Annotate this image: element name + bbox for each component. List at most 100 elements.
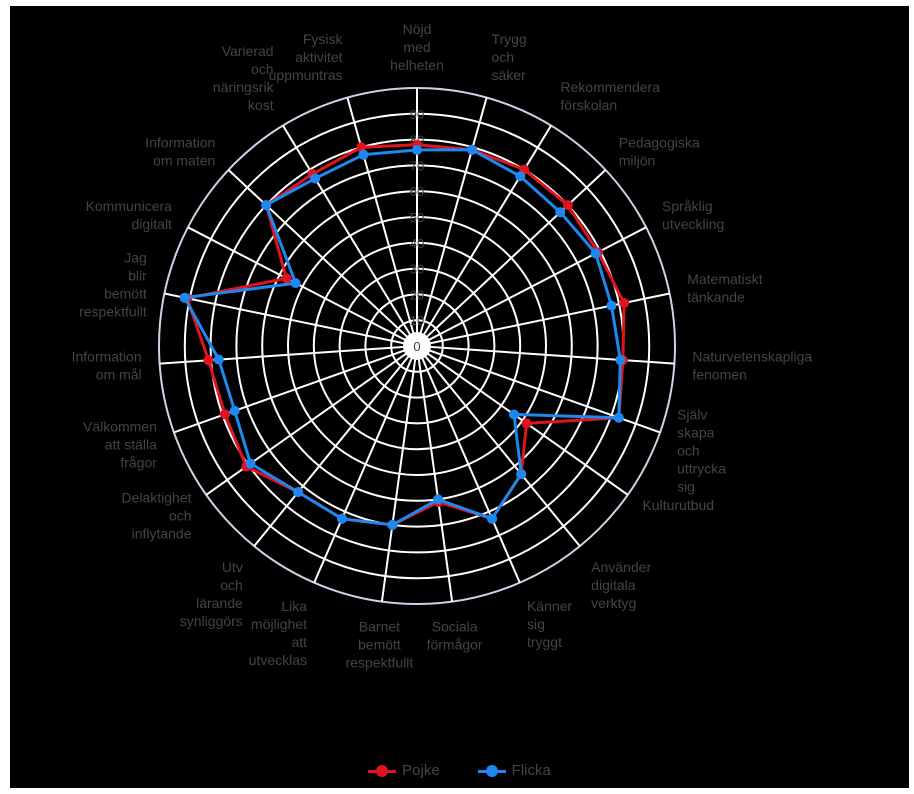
- point-flicka-2[interactable]: [515, 171, 526, 182]
- axis-label-21: Varierad och näringsrik kost: [213, 43, 275, 113]
- axis-label-7-line-3: uttrycka: [677, 460, 726, 476]
- axis-label-3-line-0: Pedagogiska: [619, 134, 700, 150]
- axis-label-16: Välkommen att ställa frågor: [83, 418, 157, 470]
- point-flicka-1[interactable]: [466, 144, 477, 155]
- axis-label-13: Lika möjlighet att utvecklas: [249, 598, 308, 668]
- point-flicka-16[interactable]: [229, 405, 240, 416]
- axis-label-20: Information om maten: [145, 134, 215, 168]
- legend-label-flicka: Flicka: [511, 762, 551, 779]
- point-flicka-7[interactable]: [613, 412, 624, 423]
- point-pojke-3[interactable]: [562, 200, 573, 211]
- axis-label-11: Sociala förmågor: [427, 618, 483, 652]
- axis-label-19-line-1: digitalt: [131, 216, 172, 232]
- axis-label-9-line-0: Använder: [591, 559, 651, 575]
- point-pojke-17[interactable]: [203, 355, 214, 366]
- axis-label-13-line-1: möjlighet: [251, 616, 307, 632]
- point-flicka-15[interactable]: [245, 458, 256, 469]
- point-flicka-4[interactable]: [590, 248, 601, 259]
- point-flicka-22[interactable]: [358, 149, 369, 160]
- point-pojke-16[interactable]: [219, 409, 230, 420]
- axis-label-20-line-0: Information: [145, 134, 215, 150]
- point-pojke-8[interactable]: [521, 418, 532, 429]
- chart-frame: 0102030405060708090 NöjdmedhelhetenTrygg…: [10, 6, 909, 788]
- axis-label-11-line-1: förmågor: [427, 636, 483, 652]
- axis-label-7: Själv skapa och uttrycka sig: [677, 406, 726, 494]
- grid-spoke-21: [282, 125, 418, 347]
- grid-spoke-20: [227, 169, 418, 347]
- axis-label-1-line-2: säker: [491, 67, 526, 83]
- axis-label-22-line-2: uppmuntras: [269, 67, 343, 83]
- axis-label-10-line-1: sig: [527, 616, 545, 632]
- axis-label-9: Använder digitala verktyg: [591, 559, 651, 611]
- axis-label-7-line-4: sig: [677, 478, 695, 494]
- point-flicka-12[interactable]: [387, 519, 398, 530]
- point-flicka-3[interactable]: [555, 207, 566, 218]
- axis-label-7-line-1: skapa: [677, 424, 715, 440]
- radial-tick-labels: 0102030405060708090: [410, 107, 424, 354]
- axis-label-2-line-1: förskolan: [560, 97, 617, 113]
- axis-label-18-line-2: bemött: [104, 285, 147, 301]
- axis-label-4-line-0: Språklig: [662, 198, 713, 214]
- axis-label-14-line-0: Utv: [222, 559, 243, 575]
- grid-spoke-19: [187, 226, 418, 347]
- radar-chart: 0102030405060708090 NöjdmedhelhetenTrygg…: [72, 21, 813, 670]
- axis-label-12-line-2: respektfullt: [346, 654, 414, 670]
- axis-label-2: Rekommendera förskolan: [560, 79, 660, 113]
- grid-spoke-10: [416, 345, 521, 584]
- axis-label-9-line-1: digitala: [591, 577, 636, 593]
- axis-label-10-line-0: Känner: [527, 598, 572, 614]
- axis-label-20-line-1: om maten: [153, 152, 215, 168]
- grid-spoke-2: [416, 125, 552, 347]
- axis-label-3: Pedagogiska miljön: [619, 134, 700, 168]
- point-flicka-5[interactable]: [606, 300, 617, 311]
- grid: [158, 87, 676, 605]
- legend-swatch-flicka: [477, 764, 506, 778]
- point-flicka-6[interactable]: [615, 354, 626, 365]
- axis-label-13-line-0: Lika: [281, 598, 307, 614]
- grid-spoke-16: [173, 345, 418, 434]
- axis-label-13-line-2: att: [291, 634, 307, 650]
- axis-label-15: Delaktighet och inflytande: [121, 490, 191, 542]
- axis-label-0-line-2: helheten: [390, 57, 444, 73]
- axis-label-16-line-0: Välkommen: [83, 418, 157, 434]
- grid-spoke-6: [416, 345, 675, 365]
- grid-spoke-3: [416, 169, 607, 347]
- point-flicka-20[interactable]: [261, 200, 272, 211]
- axis-label-8: Kulturutbud: [642, 497, 714, 513]
- legend-item-flicka[interactable]: Flicka: [477, 762, 551, 779]
- axis-label-8-line-0: Kulturutbud: [642, 497, 714, 513]
- axis-label-12-line-0: Barnet: [359, 618, 400, 634]
- axis-label-6-line-0: Naturvetenskapliga: [692, 348, 812, 364]
- axis-label-6: Naturvetenskapliga fenomen: [692, 348, 812, 382]
- legend-item-pojke[interactable]: Pojke: [368, 762, 440, 779]
- axis-labels: Nöjd med helheten Trygg och säker Rekommendera…: [72, 21, 813, 670]
- point-pojke-19[interactable]: [281, 273, 292, 284]
- point-flicka-21[interactable]: [310, 173, 321, 184]
- grid-spoke-17: [159, 345, 418, 365]
- point-flicka-0[interactable]: [412, 144, 422, 155]
- axis-label-21-line-0: Varierad: [222, 43, 274, 59]
- point-pojke-5[interactable]: [619, 297, 630, 308]
- series-layer: [179, 139, 630, 530]
- point-flicka-17[interactable]: [213, 354, 224, 365]
- grid-spoke-1: [416, 97, 488, 347]
- point-flicka-11[interactable]: [433, 494, 444, 505]
- radial-tick-10: 10: [410, 313, 424, 328]
- axis-label-17-line-1: om mål: [96, 366, 142, 382]
- axis-label-5: Matematiskt tänkande: [687, 271, 763, 305]
- axis-label-2-line-0: Rekommendera: [560, 79, 660, 95]
- axis-label-5-line-1: tänkande: [687, 289, 745, 305]
- point-flicka-10[interactable]: [487, 513, 498, 524]
- point-flicka-19[interactable]: [290, 278, 301, 289]
- axis-label-22-line-0: Fysisk: [303, 31, 344, 47]
- point-flicka-9[interactable]: [516, 469, 527, 480]
- point-flicka-18[interactable]: [179, 292, 190, 303]
- point-flicka-14[interactable]: [293, 487, 304, 498]
- axis-label-18-line-1: blir: [128, 267, 147, 283]
- grid-spoke-9: [416, 345, 581, 547]
- axis-label-16-line-2: frågor: [120, 454, 157, 470]
- point-flicka-13[interactable]: [336, 513, 347, 524]
- point-flicka-8[interactable]: [508, 409, 519, 420]
- axis-label-13-line-3: utvecklas: [249, 652, 307, 668]
- grid-spoke-4: [416, 226, 647, 347]
